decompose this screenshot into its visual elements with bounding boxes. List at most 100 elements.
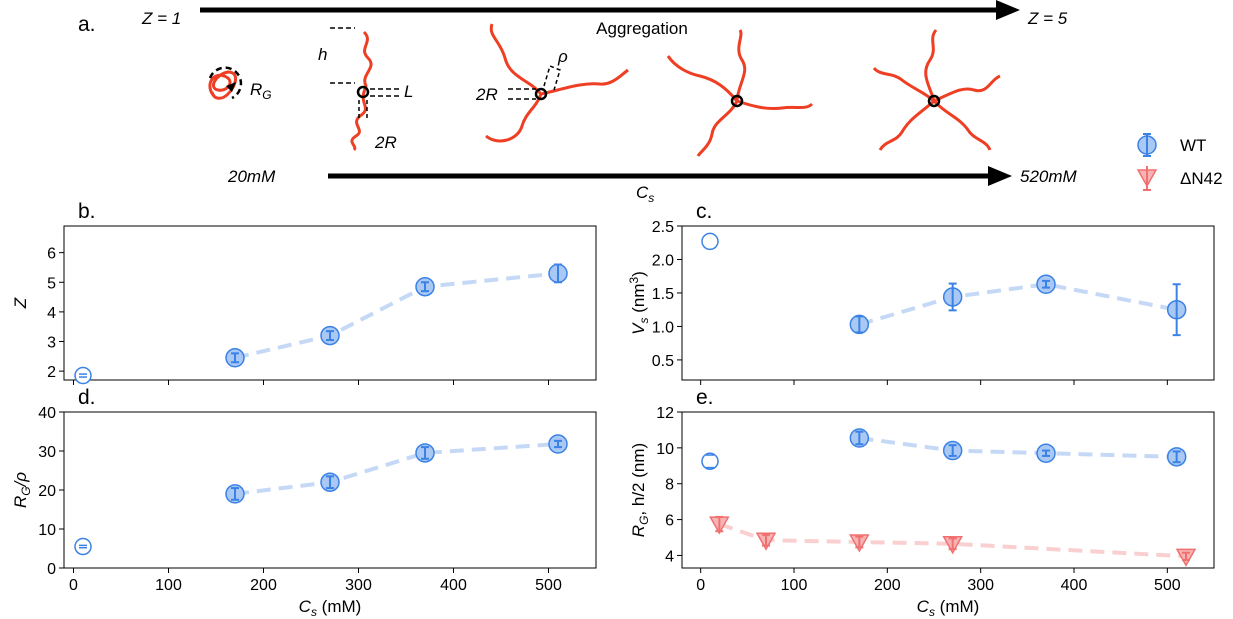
y-axis-label-part: 3 bbox=[627, 277, 641, 284]
y-tick-label: 10 bbox=[38, 522, 56, 539]
y-tick-label: 2 bbox=[47, 364, 56, 381]
y-axis-label-part: G bbox=[637, 516, 651, 525]
arrow-top-right-label: Z = 5 bbox=[1027, 9, 1068, 28]
x-tick-label: 400 bbox=[440, 577, 467, 594]
gyration-arrowhead bbox=[226, 82, 236, 92]
y-tick-label: 4 bbox=[47, 305, 56, 322]
salt-arrowhead bbox=[988, 166, 1012, 186]
y-axis-label-part: R bbox=[11, 496, 30, 508]
panel-label-a: a. bbox=[78, 13, 96, 36]
y-tick-label: 3 bbox=[47, 335, 56, 352]
y-axis-label: Vs (nm3) bbox=[627, 271, 651, 335]
wt-dashed-line bbox=[859, 436, 1177, 459]
y-tick-label: 1.0 bbox=[652, 319, 674, 336]
legend-wt-label: WT bbox=[1180, 136, 1206, 155]
x-axis-label-sub: s bbox=[929, 605, 935, 619]
rho-box bbox=[543, 64, 561, 91]
schematic-panel: a. Z = 1 Z = 5 Aggregation 20mM 520mM Cs… bbox=[78, 0, 1078, 205]
dimer-chain bbox=[350, 30, 373, 152]
y-axis-label: Z bbox=[11, 297, 30, 309]
y-tick-label: 0 bbox=[47, 561, 56, 578]
y-tick-label: 1.5 bbox=[652, 286, 674, 303]
gyration-circle bbox=[208, 66, 243, 100]
h-label: h bbox=[318, 45, 327, 64]
monomer-chain bbox=[208, 70, 237, 100]
l-label: L bbox=[404, 82, 413, 101]
panel-e-frame bbox=[681, 411, 1215, 569]
x-axis-label: Cs (mM) bbox=[299, 597, 362, 619]
y-tick-label: 5 bbox=[47, 275, 56, 292]
wt-open-point bbox=[74, 366, 92, 385]
panel-c-frame bbox=[681, 225, 1215, 381]
arrow-top-left-label: Z = 1 bbox=[141, 9, 181, 28]
x-tick-label: 100 bbox=[155, 577, 182, 594]
x-axis-label-main: C bbox=[299, 597, 312, 616]
y-axis-label-part: /ρ bbox=[11, 472, 30, 488]
aggregation-caption: Aggregation bbox=[596, 19, 688, 38]
panel-e-chart: e. 4 6 8 10 12 0 100 200 300 400 500 Cs (mM) RG, h/2 … bbox=[629, 386, 1215, 619]
x-tick-label: 300 bbox=[967, 577, 994, 594]
panel-e-label: e. bbox=[696, 386, 714, 409]
legend-item-dn42: ΔN42 bbox=[1136, 166, 1223, 191]
x-tick-label: 0 bbox=[69, 577, 78, 594]
pentamer-cluster bbox=[872, 29, 1001, 151]
y-axis-label-part: s bbox=[637, 318, 651, 324]
y-tick-label: 4 bbox=[665, 548, 674, 565]
panel-d-label: d. bbox=[78, 386, 96, 409]
trimer-core bbox=[534, 87, 548, 101]
y-tick-label: 0.5 bbox=[652, 353, 674, 370]
y-tick-label: 10 bbox=[656, 441, 674, 458]
y-tick-label: 30 bbox=[38, 444, 56, 461]
arrow-bottom-right-label: 520mM bbox=[1020, 167, 1078, 186]
y-axis-label-part: ) bbox=[629, 271, 648, 277]
y-axis-label: RG, h/2 (nm) bbox=[629, 443, 651, 537]
dimer-cluster: h L 2R bbox=[318, 27, 413, 152]
x-axis-label-main: C bbox=[917, 597, 930, 616]
x-axis-label-unit: (mM) bbox=[935, 597, 979, 616]
legend-item-wt: WT bbox=[1137, 133, 1206, 157]
x-tick-label: 0 bbox=[696, 577, 705, 594]
wt-dashed-line bbox=[234, 271, 559, 360]
y-tick-label: 40 bbox=[38, 405, 56, 422]
y-tick-label: 12 bbox=[656, 405, 674, 422]
y-tick-label: 6 bbox=[47, 246, 56, 263]
wt-open-point bbox=[74, 537, 92, 556]
wt-dashed-line bbox=[858, 282, 1178, 327]
y-axis-label-part: R bbox=[629, 525, 648, 537]
x-tick-label: 400 bbox=[1061, 577, 1088, 594]
panel-c-label: c. bbox=[696, 200, 712, 223]
x-axis-label: Cs (mM) bbox=[917, 597, 980, 619]
aggregation-arrowhead bbox=[996, 0, 1020, 20]
y-tick-label: 20 bbox=[38, 483, 56, 500]
wt-open-point bbox=[701, 232, 719, 251]
trimer-arm-2 bbox=[540, 68, 629, 96]
y-axis-label-part: (nm bbox=[629, 284, 648, 318]
panel-b-label: b. bbox=[78, 200, 96, 223]
wt-open-point bbox=[701, 452, 719, 471]
pentamer-arm-4 bbox=[932, 99, 992, 151]
tetramer-arm-1 bbox=[666, 55, 739, 102]
tetramer-arm-4 bbox=[696, 100, 739, 157]
salt-caption: Cs bbox=[636, 183, 654, 205]
pentamer-arm-3 bbox=[933, 74, 1001, 103]
panel-b-frame bbox=[63, 225, 597, 381]
pentamer-arm-1 bbox=[872, 66, 936, 103]
y-axis-label: RG/ρ bbox=[11, 472, 33, 508]
legend: WT ΔN42 bbox=[1136, 133, 1223, 191]
y-axis-label-part: , h/2 (nm) bbox=[629, 443, 648, 516]
trimer-arm-1 bbox=[489, 23, 543, 95]
pentamer-arm-5 bbox=[878, 99, 936, 151]
tetramer-arm-2 bbox=[735, 29, 747, 102]
x-tick-label: 300 bbox=[345, 577, 372, 594]
rho-label: ρ bbox=[557, 47, 568, 66]
two-r-label-1: 2R bbox=[374, 133, 397, 152]
dimer-core bbox=[356, 85, 370, 99]
x-tick-label: 500 bbox=[535, 577, 562, 594]
wt-dashed-line bbox=[234, 441, 559, 496]
y-tick-label: 2.0 bbox=[652, 252, 674, 269]
y-tick-label: 2.5 bbox=[652, 219, 674, 236]
x-tick-label: 200 bbox=[250, 577, 277, 594]
x-axis-label-sub: s bbox=[311, 605, 317, 619]
